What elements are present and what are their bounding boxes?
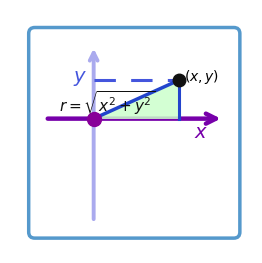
Text: $y$: $y$ [73,69,88,88]
Text: $r = \sqrt{x^2 + y^2}$: $r = \sqrt{x^2 + y^2}$ [59,90,155,117]
FancyBboxPatch shape [29,28,240,238]
Polygon shape [94,80,179,119]
Text: $(x, y)$: $(x, y)$ [184,68,219,86]
Text: $x$: $x$ [194,123,208,142]
